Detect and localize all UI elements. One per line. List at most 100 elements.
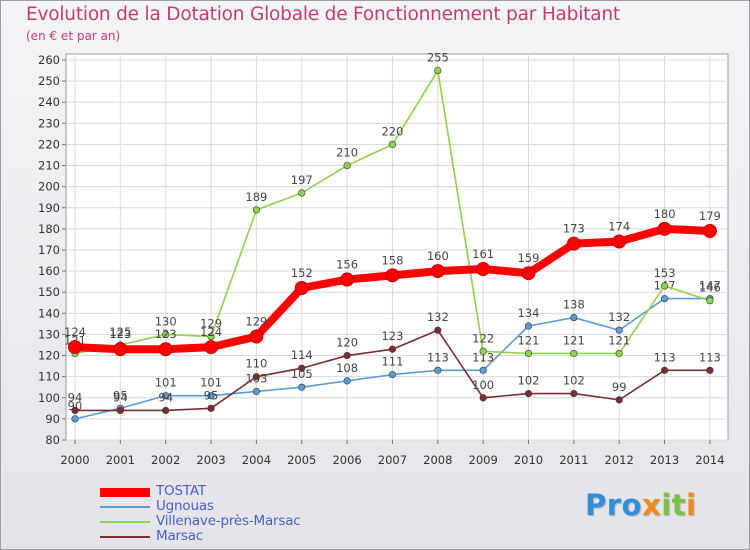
y-tick-label: 250 <box>38 74 60 88</box>
data-point <box>388 140 397 149</box>
chart-subtitle: (en € et par an) <box>26 29 121 43</box>
data-label: 121 <box>608 333 630 347</box>
data-point <box>71 415 79 423</box>
y-tick-label: 140 <box>38 306 60 320</box>
data-point <box>298 364 306 372</box>
data-label: 94 <box>68 390 83 404</box>
data-point <box>340 272 355 287</box>
legend-swatch <box>100 487 150 497</box>
data-point <box>162 392 170 400</box>
data-point <box>479 347 487 355</box>
data-point <box>476 262 491 276</box>
data-label: 129 <box>245 315 267 329</box>
x-tick-label: 2001 <box>106 453 135 467</box>
data-point <box>207 392 215 400</box>
data-label: 99 <box>612 380 627 394</box>
data-point <box>660 366 669 374</box>
y-tick-label: 210 <box>38 159 60 173</box>
legend-swatch <box>100 506 150 508</box>
data-point <box>298 189 306 197</box>
data-label: 100 <box>472 378 494 392</box>
data-point <box>207 332 215 341</box>
data-label: 174 <box>608 220 630 234</box>
x-tick-label: 2014 <box>695 453 724 467</box>
data-label: 173 <box>563 222 585 236</box>
data-point <box>71 406 79 415</box>
data-point <box>570 389 578 398</box>
data-label: 101 <box>155 376 177 390</box>
data-label: 210 <box>336 146 358 160</box>
y-tick-label: 110 <box>38 370 60 384</box>
data-label: 123 <box>381 329 403 343</box>
x-tick-label: 2005 <box>287 453 316 467</box>
data-point <box>524 389 533 398</box>
data-point <box>343 161 351 170</box>
legend-label: Villenave-près-Marsac <box>156 513 301 529</box>
data-label: 94 <box>158 390 173 404</box>
data-label: 113 <box>699 350 721 364</box>
data-label: 197 <box>291 173 313 187</box>
data-point <box>524 349 533 358</box>
data-label: 134 <box>518 306 540 320</box>
y-tick-label: 120 <box>38 349 60 363</box>
data-point <box>207 404 215 412</box>
data-label: 161 <box>472 247 494 261</box>
data-point <box>524 322 533 330</box>
data-label: 147 <box>699 279 721 293</box>
data-label: 121 <box>518 333 540 347</box>
data-label: 153 <box>654 266 676 280</box>
data-point <box>434 66 442 75</box>
data-label: 94 <box>113 390 128 404</box>
legend-swatch <box>100 521 150 523</box>
data-point <box>479 366 487 374</box>
data-label: 113 <box>427 350 449 364</box>
data-point <box>298 383 306 391</box>
data-point <box>570 349 578 358</box>
y-tick-label: 170 <box>38 243 60 257</box>
data-label: 95 <box>204 388 219 402</box>
data-point <box>252 206 260 214</box>
data-point <box>706 297 714 305</box>
data-label: 102 <box>518 374 540 388</box>
data-label: 129 <box>200 317 222 331</box>
data-point <box>430 264 445 279</box>
data-label: 101 <box>200 376 222 390</box>
data-label: 123 <box>155 327 177 341</box>
data-label: 158 <box>381 253 403 267</box>
data-point <box>706 366 714 374</box>
x-tick-label: 2004 <box>242 453 271 467</box>
y-tick-label: 90 <box>45 412 60 426</box>
data-point <box>252 387 260 396</box>
data-point <box>343 351 351 360</box>
data-point <box>660 294 669 303</box>
x-tick-label: 2012 <box>605 453 634 467</box>
y-tick-label: 130 <box>38 327 60 341</box>
data-label: 189 <box>245 190 267 204</box>
x-tick-label: 2002 <box>151 453 180 467</box>
data-label: 102 <box>563 374 585 388</box>
legend-item: Villenave-près-Marsac <box>100 513 340 530</box>
legend-swatch <box>100 536 150 538</box>
data-point <box>385 268 400 283</box>
data-point <box>113 342 128 357</box>
data-label: 124 <box>64 325 86 339</box>
data-label: 110 <box>245 357 267 371</box>
data-label: 113 <box>472 350 494 364</box>
data-label: 90 <box>68 399 83 413</box>
data-label: 138 <box>563 298 585 312</box>
data-label: 114 <box>291 348 313 362</box>
data-label: 120 <box>336 336 358 350</box>
data-point <box>68 340 82 355</box>
data-label: 95 <box>113 388 128 402</box>
data-point <box>294 281 309 295</box>
data-point <box>479 394 487 402</box>
data-point <box>660 282 669 290</box>
x-tick-label: 2008 <box>423 453 452 467</box>
data-point <box>566 236 581 251</box>
chart-title: Evolution de la Dotation Globale de Fonc… <box>26 4 620 25</box>
x-tick-label: 2007 <box>378 453 407 467</box>
data-point <box>252 373 260 381</box>
data-point <box>388 345 397 353</box>
data-label: 121 <box>563 333 585 347</box>
